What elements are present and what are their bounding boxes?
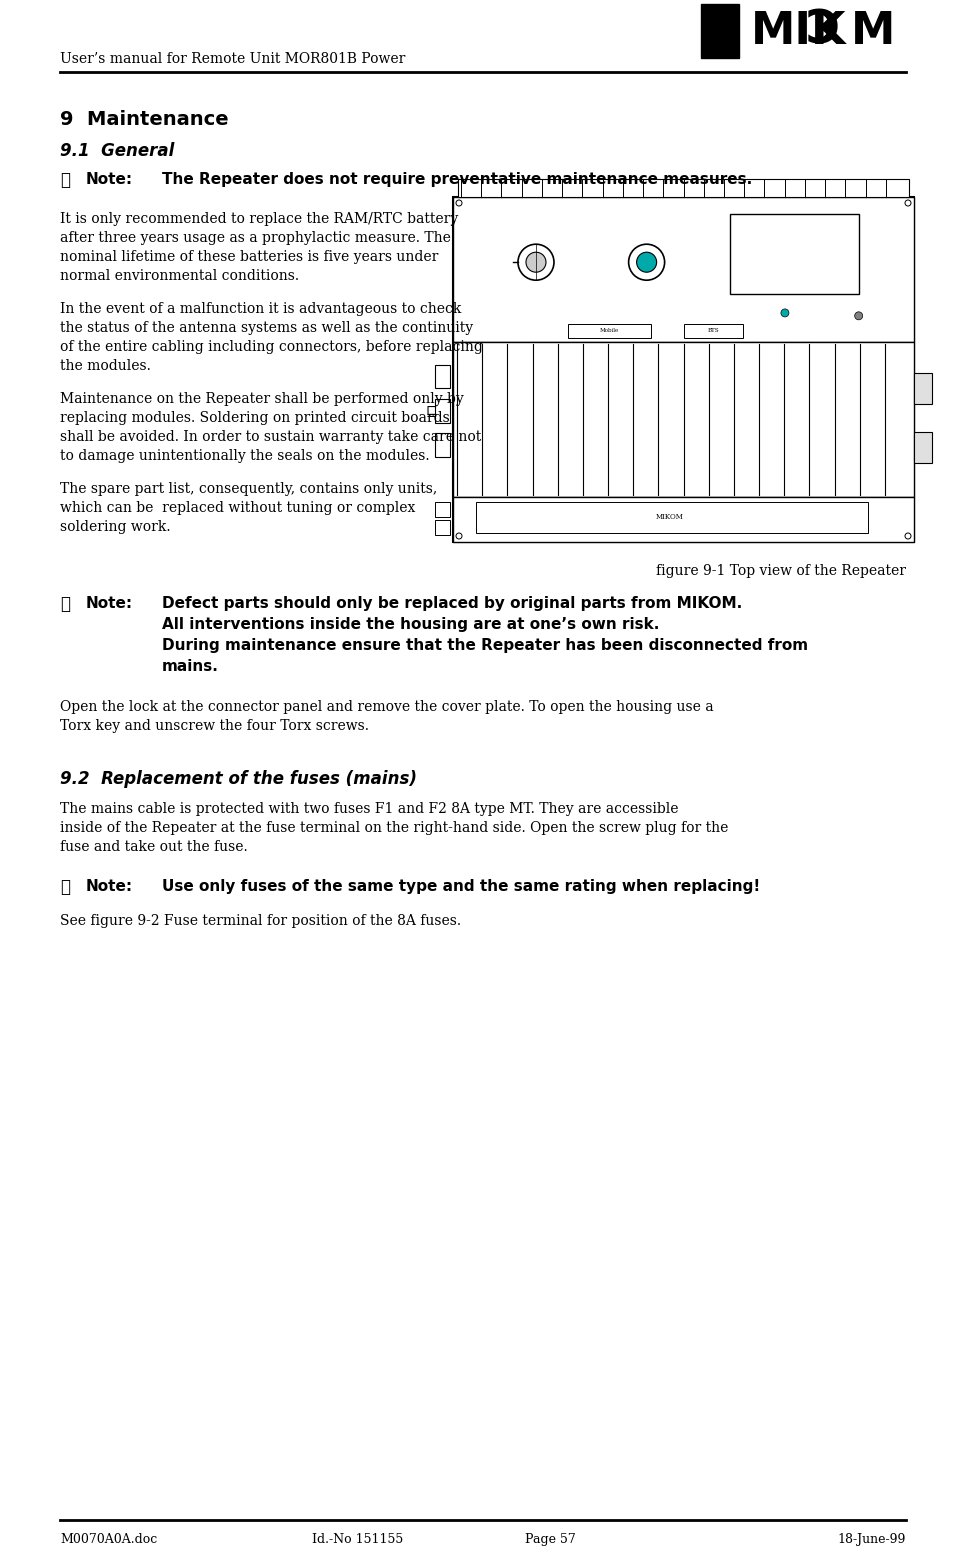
Bar [476, 502, 867, 533]
Text: TELECOM: TELECOM [705, 26, 734, 31]
Text: ☞: ☞ [60, 879, 70, 896]
Text: 18-June-99: 18-June-99 [838, 1533, 906, 1546]
Text: Id.-No 151155: Id.-No 151155 [312, 1533, 403, 1546]
Text: MIK: MIK [751, 9, 846, 53]
Text: the modules.: the modules. [60, 359, 151, 373]
Bar [701, 5, 739, 58]
Text: which can be  replaced without tuning or complex: which can be replaced without tuning or … [60, 501, 415, 515]
Text: User’s manual for Remote Unit MOR801B Power: User’s manual for Remote Unit MOR801B Po… [60, 51, 406, 65]
Text: The mains cable is protected with two fuses F1 and F2 8A type MT. They are acces: The mains cable is protected with two fu… [60, 802, 678, 816]
Text: fuse and take out the fuse.: fuse and take out the fuse. [60, 840, 247, 854]
Text: M: M [851, 9, 895, 53]
Circle shape [629, 244, 665, 280]
Bar [453, 197, 914, 543]
Text: Maintenance on the Repeater shall be performed only by: Maintenance on the Repeater shall be per… [60, 392, 464, 406]
Text: MIKOM: MIKOM [656, 513, 684, 521]
Circle shape [456, 201, 462, 205]
Text: to damage unintentionally the seals on the modules.: to damage unintentionally the seals on t… [60, 449, 430, 463]
Circle shape [905, 201, 911, 205]
Circle shape [526, 252, 546, 272]
Text: Open the lock at the connector panel and remove the cover plate. To open the hou: Open the lock at the connector panel and… [60, 700, 714, 714]
Bar [435, 519, 450, 535]
Text: after three years usage as a prophylactic measure. The: after three years usage as a prophylacti… [60, 232, 451, 246]
Text: Page 57: Page 57 [526, 1533, 576, 1546]
Bar [568, 323, 651, 337]
Text: ☞: ☞ [60, 596, 70, 613]
Text: shall be avoided. In order to sustain warranty take care not: shall be avoided. In order to sustain wa… [60, 431, 481, 445]
Text: In the event of a malfunction it is advantageous to check: In the event of a malfunction it is adva… [60, 302, 462, 316]
Text: nominal lifetime of these batteries is five years under: nominal lifetime of these batteries is f… [60, 250, 439, 264]
Text: replacing modules. Soldering on printed circuit boards: replacing modules. Soldering on printed … [60, 411, 450, 425]
Text: soldering work.: soldering work. [60, 519, 171, 533]
Text: 9  Maintenance: 9 Maintenance [60, 110, 229, 129]
Circle shape [855, 313, 863, 320]
Text: BTS: BTS [708, 328, 720, 333]
Circle shape [518, 244, 554, 280]
Text: inside of the Repeater at the fuse terminal on the right-hand side. Open the scr: inside of the Repeater at the fuse termi… [60, 821, 728, 835]
Bar [684, 323, 744, 337]
Text: Ɔ: Ɔ [806, 8, 840, 53]
Bar [729, 215, 859, 294]
Text: Defect parts should only be replaced by original parts from MIKOM.: Defect parts should only be replaced by … [162, 596, 742, 611]
Text: Note:: Note: [86, 879, 133, 894]
Text: ALLEN: ALLEN [709, 14, 731, 19]
Circle shape [456, 533, 462, 540]
Circle shape [781, 309, 789, 317]
Text: normal environmental conditions.: normal environmental conditions. [60, 269, 299, 283]
Text: 9.2  Replacement of the fuses (mains): 9.2 Replacement of the fuses (mains) [60, 770, 417, 788]
Text: See figure 9-2 Fuse terminal for position of the 8A fuses.: See figure 9-2 Fuse terminal for positio… [60, 914, 461, 928]
Text: mains.: mains. [162, 659, 219, 673]
Text: Note:: Note: [86, 596, 133, 611]
Text: ☞: ☞ [60, 173, 70, 190]
Text: Note:: Note: [86, 173, 133, 187]
Text: figure 9-1 Top view of the Repeater: figure 9-1 Top view of the Repeater [656, 564, 906, 578]
Bar [914, 373, 932, 404]
Text: During maintenance ensure that the Repeater has been disconnected from: During maintenance ensure that the Repea… [162, 638, 809, 653]
Text: Mobile: Mobile [600, 328, 619, 333]
Bar [914, 432, 932, 463]
Circle shape [905, 533, 911, 540]
Text: The spare part list, consequently, contains only units,: The spare part list, consequently, conta… [60, 482, 438, 496]
Text: the status of the antenna systems as well as the continuity: the status of the antenna systems as wel… [60, 320, 473, 334]
Bar [435, 434, 450, 457]
Bar [435, 365, 450, 389]
Bar [435, 502, 450, 518]
Bar [435, 400, 450, 423]
Bar [453, 498, 914, 543]
Text: Use only fuses of the same type and the same rating when replacing!: Use only fuses of the same type and the … [162, 879, 760, 894]
Bar [453, 197, 914, 342]
Text: M0070A0A.doc: M0070A0A.doc [60, 1533, 157, 1546]
Bar [458, 179, 909, 197]
Text: ⊑: ⊑ [425, 404, 437, 418]
Circle shape [637, 252, 657, 272]
Text: of the entire cabling including connectors, before replacing: of the entire cabling including connecto… [60, 341, 483, 355]
Text: Torx key and unscrew the four Torx screws.: Torx key and unscrew the four Torx screw… [60, 718, 369, 732]
Text: It is only recommended to replace the RAM/RTC battery: It is only recommended to replace the RA… [60, 211, 458, 225]
Text: 9.1  General: 9.1 General [60, 142, 175, 160]
Text: ™: ™ [717, 40, 723, 45]
Text: All interventions inside the housing are at one’s own risk.: All interventions inside the housing are… [162, 617, 660, 631]
Text: The Repeater does not require preventative maintenance measures.: The Repeater does not require preventati… [162, 173, 753, 187]
Bar [453, 342, 914, 498]
